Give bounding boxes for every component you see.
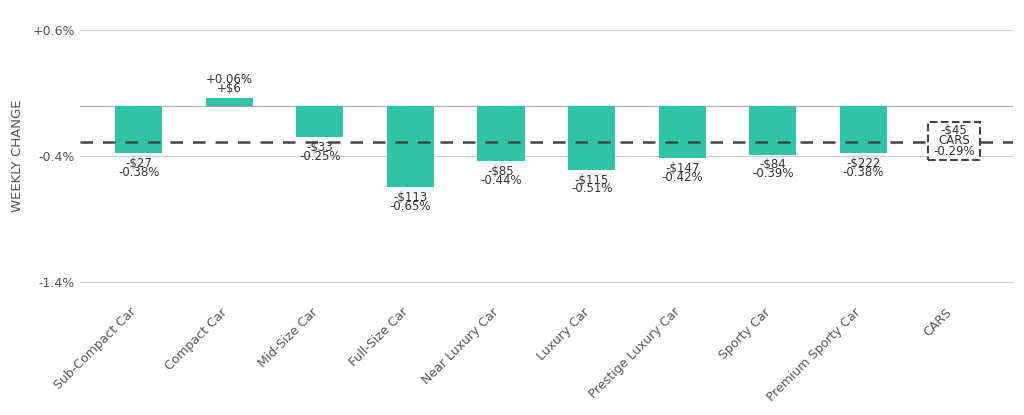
Text: -0.38%: -0.38% <box>843 166 884 179</box>
Text: -$27: -$27 <box>125 157 153 170</box>
Text: -$45: -$45 <box>941 124 968 137</box>
Text: -0.29%: -0.29% <box>933 145 975 158</box>
Bar <box>387 105 434 188</box>
Bar <box>568 105 615 170</box>
Bar <box>296 105 343 137</box>
Text: -0.65%: -0.65% <box>390 200 431 213</box>
Text: -$85: -$85 <box>487 165 514 178</box>
Text: -0.44%: -0.44% <box>480 173 522 187</box>
Text: -$115: -$115 <box>574 173 608 187</box>
Text: +$6: +$6 <box>217 82 242 95</box>
Text: -0.51%: -0.51% <box>571 182 612 195</box>
Text: -0.42%: -0.42% <box>662 171 703 184</box>
Text: -0.39%: -0.39% <box>752 167 794 180</box>
Text: -$147: -$147 <box>665 162 699 175</box>
Text: -0.38%: -0.38% <box>118 166 160 179</box>
Text: -$84: -$84 <box>760 159 786 171</box>
Text: -$113: -$113 <box>393 191 428 204</box>
Bar <box>115 105 162 154</box>
Text: +0.06%: +0.06% <box>206 73 253 86</box>
Y-axis label: WEEKLY CHANGE: WEEKLY CHANGE <box>11 100 25 212</box>
FancyBboxPatch shape <box>928 122 980 160</box>
Bar <box>477 105 524 161</box>
Bar <box>658 105 706 159</box>
Bar <box>206 98 253 105</box>
Text: -0.25%: -0.25% <box>299 150 341 163</box>
Bar <box>840 105 887 154</box>
Text: -$33: -$33 <box>306 141 333 154</box>
Text: -$222: -$222 <box>846 157 881 170</box>
Bar <box>750 105 797 155</box>
Text: CARS: CARS <box>938 134 970 147</box>
